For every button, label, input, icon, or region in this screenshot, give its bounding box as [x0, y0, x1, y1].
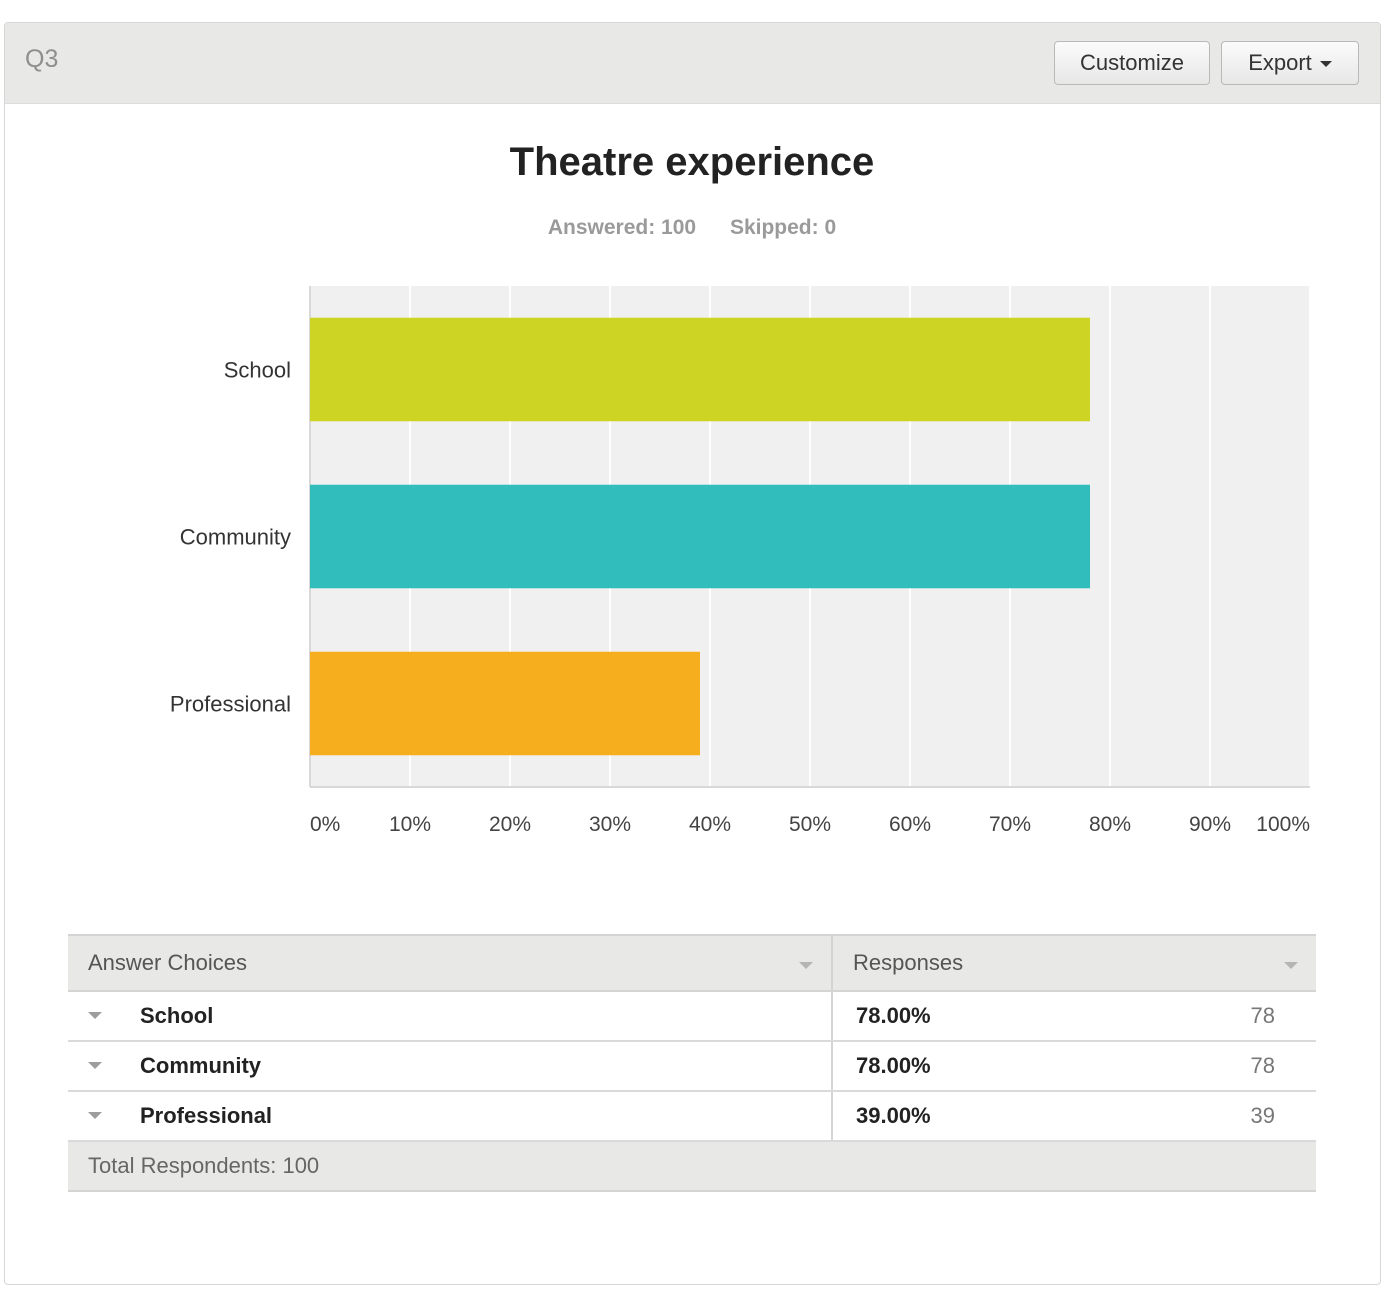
response-count[interactable]: 78	[1250, 1053, 1275, 1078]
total-respondents: Total Respondents: 100	[68, 1141, 1316, 1192]
choice-cell: Professional	[68, 1091, 833, 1142]
bar-chart: School Community Professional 0% 10% 20% 30% 40…	[170, 286, 1311, 836]
expand-caret-icon[interactable]	[88, 1062, 102, 1070]
table-row: Community 78.00% 78	[68, 1041, 1316, 1092]
x-tick-label: 0%	[310, 813, 340, 836]
skipped-count: Skipped: 0	[729, 216, 837, 239]
response-count[interactable]: 78	[1250, 1003, 1275, 1028]
choice-label: School	[140, 1003, 214, 1028]
bar-professional	[310, 651, 700, 756]
x-tick-label: 90%	[1189, 813, 1231, 836]
chevron-down-icon	[1319, 61, 1332, 68]
response-percent: 78.00%	[856, 1053, 931, 1078]
responses-header-label: Responses	[853, 950, 964, 975]
table-row: School 78.00% 78	[68, 991, 1316, 1042]
category-label: School	[224, 358, 291, 383]
choice-cell: School	[68, 991, 833, 1042]
x-tick-label: 10%	[389, 813, 431, 836]
sort-caret-icon	[1284, 962, 1298, 969]
panel-header: Q3 Customize Export	[5, 23, 1380, 104]
x-tick-label: 70%	[989, 813, 1031, 836]
bar-community	[310, 484, 1090, 589]
sort-caret-icon	[799, 962, 813, 969]
choice-cell: Community	[68, 1041, 833, 1092]
x-tick-label: 100%	[1256, 813, 1310, 836]
bar-school	[310, 317, 1090, 422]
customize-button-label: Customize	[1080, 50, 1184, 75]
category-label: Professional	[170, 692, 291, 717]
x-tick-label: 30%	[589, 813, 631, 836]
table-row: Professional 39.00% 39	[68, 1091, 1316, 1142]
x-tick-label: 40%	[689, 813, 731, 836]
answered-count: Answered: 100	[547, 216, 697, 239]
table-footer-row: Total Respondents: 100	[68, 1141, 1316, 1192]
export-button-label: Export	[1248, 50, 1312, 75]
customize-button[interactable]: Customize	[1054, 41, 1210, 85]
x-tick-label: 50%	[789, 813, 831, 836]
response-cell: 78.00% 78	[832, 1041, 1316, 1092]
x-tick-label: 80%	[1089, 813, 1131, 836]
x-tick-label: 20%	[489, 813, 531, 836]
response-cell: 78.00% 78	[832, 991, 1316, 1042]
chart-stats: Answered: 100 Skipped: 0	[0, 216, 1384, 240]
response-percent: 78.00%	[856, 1003, 931, 1028]
question-number: Q3	[25, 45, 59, 73]
category-label: Community	[180, 525, 291, 550]
responses-table: Answer Choices Responses School 78.00% 7…	[68, 934, 1316, 1192]
chart-title: Theatre experience	[509, 140, 875, 184]
responses-header[interactable]: Responses	[832, 934, 1316, 992]
answer-choices-header-label: Answer Choices	[88, 950, 247, 975]
choice-label: Community	[140, 1053, 261, 1078]
response-cell: 39.00% 39	[832, 1091, 1316, 1142]
response-count[interactable]: 39	[1250, 1103, 1275, 1128]
expand-caret-icon[interactable]	[88, 1112, 102, 1120]
choice-label: Professional	[140, 1103, 273, 1128]
x-tick-label: 60%	[889, 813, 931, 836]
answer-choices-header[interactable]: Answer Choices	[68, 934, 833, 992]
export-button[interactable]: Export	[1221, 41, 1359, 85]
table-header-row: Answer Choices Responses	[68, 934, 1316, 992]
response-percent: 39.00%	[856, 1103, 931, 1128]
expand-caret-icon[interactable]	[88, 1012, 102, 1020]
